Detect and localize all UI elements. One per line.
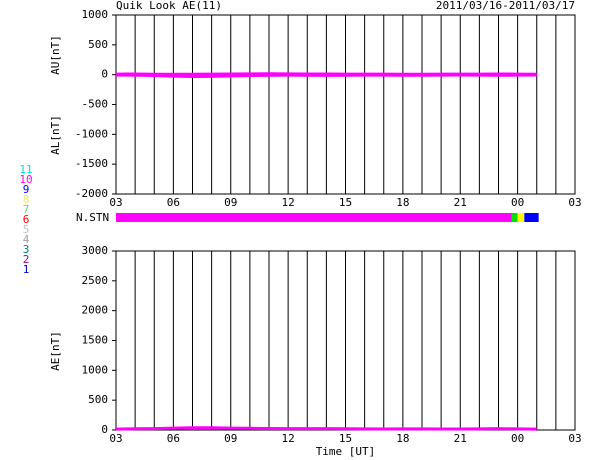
legend-entry: 3 [23,243,30,256]
x-tick-label: 06 [167,196,180,209]
x-axis-label: Time [UT] [316,445,376,458]
date-range: 2011/03/16-2011/03/17 [436,0,575,12]
legend-entry: 5 [23,223,30,236]
y-tick-label: 1000 [82,363,109,376]
x-tick-label: 00 [511,432,524,445]
legend-entry: 11 [19,163,32,176]
x-tick-label: 06 [167,432,180,445]
x-tick-label: 15 [339,196,352,209]
x-tick-label: 03 [109,432,122,445]
x-tick-label: 12 [282,432,295,445]
legend-entry: 7 [23,203,30,216]
x-tick-label: 03 [568,432,581,445]
chart-title: Quik Look AE(11) [116,0,222,12]
y-tick-label: -1000 [75,127,108,140]
y-tick-label: -2000 [75,187,108,200]
y-axis-label: AE[nT] [49,331,62,371]
x-tick-label: 12 [282,196,295,209]
data-line [115,73,537,78]
y-tick-label: 1500 [82,334,109,347]
y-tick-label: 0 [101,68,108,81]
y-tick-label: -500 [82,98,109,111]
y-axis-label: AU[nT] [49,35,62,75]
x-tick-label: 03 [109,196,122,209]
legend-entry: 6 [23,213,30,226]
x-tick-label: 03 [568,196,581,209]
x-tick-label: 00 [511,196,524,209]
y-tick-label: 500 [88,393,108,406]
y-tick-label: 2500 [82,274,109,287]
x-tick-label: 09 [224,196,237,209]
y-axis-label: AL[nT] [49,115,62,155]
x-tick-label: 21 [454,432,467,445]
y-tick-label: 500 [88,38,108,51]
x-tick-label: 18 [396,432,409,445]
legend-entry: 10 [19,173,32,186]
legend-entry: 9 [23,183,30,196]
legend-entry: 4 [23,233,30,246]
station-segment [511,213,518,222]
legend-entry: 2 [23,253,30,266]
y-tick-label: -1500 [75,157,108,170]
x-tick-label: 18 [396,196,409,209]
y-tick-label: 1000 [82,8,109,21]
x-tick-label: 15 [339,432,352,445]
legend-entry: 8 [23,193,30,206]
station-segment [517,213,525,222]
station-label: N.STN [76,211,109,224]
x-tick-label: 21 [454,196,467,209]
station-segment [116,213,512,222]
station-segment [524,213,539,222]
y-tick-label: 0 [101,423,108,436]
y-tick-label: 3000 [82,244,109,257]
x-tick-label: 09 [224,432,237,445]
legend-entry: 1 [23,263,30,276]
data-line [115,426,537,431]
y-tick-label: 2000 [82,304,109,317]
